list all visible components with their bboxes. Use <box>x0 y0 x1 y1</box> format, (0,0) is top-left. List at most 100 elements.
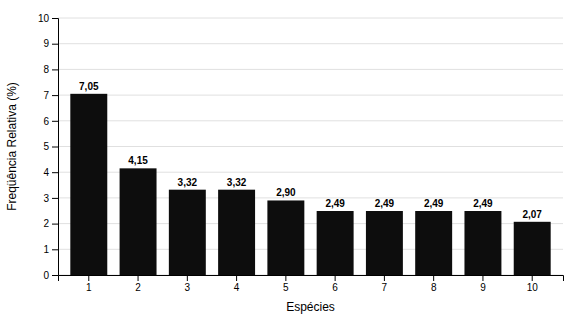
grid-line <box>58 43 563 44</box>
x-tick-label: 4 <box>234 282 240 293</box>
y-tick-mark <box>52 121 58 122</box>
bar <box>366 211 403 275</box>
y-tick-mark <box>52 198 58 199</box>
y-tick: 9 <box>43 38 58 49</box>
grid-line <box>58 18 563 19</box>
x-tick: 1 <box>86 275 92 293</box>
grid-line <box>58 95 563 96</box>
x-tick: 2 <box>135 275 141 293</box>
grid <box>58 18 563 275</box>
y-tick-label: 8 <box>43 64 49 75</box>
y-tick-label: 5 <box>43 141 49 152</box>
bar <box>169 190 206 275</box>
bars <box>70 94 550 275</box>
bar <box>415 211 452 275</box>
bar <box>218 190 255 275</box>
y-tick-mark <box>52 224 58 225</box>
x-tick: 4 <box>234 275 240 293</box>
bar <box>267 200 304 275</box>
y-tick: 10 <box>38 13 58 24</box>
y-tick: 4 <box>43 167 58 178</box>
y-tick-label: 0 <box>43 270 49 281</box>
data-label: 2,90 <box>276 187 296 198</box>
y-axis: 0 1 2 3 4 5 6 7 8 9 10 <box>38 13 59 281</box>
x-tick: 7 <box>382 275 388 293</box>
data-label: 2,49 <box>325 198 345 209</box>
y-tick-mark <box>52 69 58 70</box>
x-tick-mark <box>236 275 237 281</box>
y-tick-label: 2 <box>43 218 49 229</box>
x-axis: 1 2 3 4 5 6 7 8 9 10 <box>59 275 564 293</box>
y-axis-line <box>52 19 59 276</box>
y-tick-mark <box>52 44 58 45</box>
y-tick-mark <box>52 147 58 148</box>
y-tick-mark <box>52 249 58 250</box>
x-tick-mark <box>433 275 434 281</box>
x-tick: 6 <box>332 275 338 293</box>
y-tick-mark <box>52 172 58 173</box>
y-tick: 8 <box>43 64 58 75</box>
y-tick-label: 4 <box>43 167 49 178</box>
x-tick: 3 <box>185 275 191 293</box>
data-label: 4,15 <box>128 155 148 166</box>
plot: 1 2 3 4 5 6 7 8 9 10 0 1 2 3 4 5 6 7 8 9 10 7,05 4,15 3,32 3,32 2… <box>38 13 564 293</box>
x-tick-mark <box>335 275 336 281</box>
x-tick-mark <box>187 275 188 281</box>
x-tick-mark <box>88 275 89 281</box>
y-tick: 5 <box>43 141 58 152</box>
bar <box>317 211 354 275</box>
x-tick-label: 8 <box>431 282 437 293</box>
y-tick: 3 <box>43 193 58 204</box>
data-labels: 7,05 4,15 3,32 3,32 2,90 2,49 2,49 2,49 2,49 2,07 <box>79 81 542 220</box>
data-label: 3,32 <box>178 177 198 188</box>
y-tick-mark <box>52 275 58 276</box>
x-tick: 8 <box>431 275 437 293</box>
y-axis-title: Freqüência Relativa (%) <box>5 82 19 211</box>
x-tick-label: 6 <box>332 282 338 293</box>
x-tick-label: 2 <box>135 282 141 293</box>
x-tick-mark <box>482 275 483 281</box>
y-tick-label: 9 <box>43 38 49 49</box>
y-tick-label: 3 <box>43 193 49 204</box>
grid-line <box>58 146 563 147</box>
y-tick: 7 <box>43 90 58 101</box>
y-tick-label: 7 <box>43 90 49 101</box>
y-tick-mark <box>52 18 58 19</box>
y-tick-mark <box>52 95 58 96</box>
x-tick: 9 <box>480 275 486 293</box>
data-label: 2,49 <box>424 198 444 209</box>
y-tick-label: 10 <box>38 13 50 24</box>
y-tick: 2 <box>43 218 58 229</box>
bar <box>70 94 107 275</box>
data-label: 2,07 <box>522 209 542 220</box>
grid-line <box>58 120 563 121</box>
x-tick-label: 10 <box>527 282 539 293</box>
bar <box>120 168 157 275</box>
data-label: 7,05 <box>79 81 99 92</box>
x-axis-title: Espécies <box>286 300 335 314</box>
data-label: 2,49 <box>375 198 395 209</box>
y-tick: 1 <box>43 244 58 255</box>
bar <box>514 222 551 275</box>
x-tick-label: 3 <box>185 282 191 293</box>
data-label: 2,49 <box>473 198 493 209</box>
y-tick: 6 <box>43 116 58 127</box>
data-label: 3,32 <box>227 177 247 188</box>
grid-line <box>58 69 563 70</box>
y-tick-label: 1 <box>43 244 49 255</box>
x-axis-line <box>59 276 564 282</box>
x-tick-label: 7 <box>382 282 388 293</box>
x-tick: 5 <box>283 275 289 293</box>
y-tick-label: 6 <box>43 116 49 127</box>
x-tick: 10 <box>527 275 539 293</box>
bar <box>464 211 501 275</box>
x-tick-mark <box>384 275 385 281</box>
x-tick-label: 5 <box>283 282 289 293</box>
x-tick-mark <box>285 275 286 281</box>
x-tick-label: 9 <box>480 282 486 293</box>
x-tick-label: 1 <box>86 282 92 293</box>
chart: 1 2 3 4 5 6 7 8 9 10 0 1 2 3 4 5 6 7 8 9 10 7,05 4,15 3,32 3,32 2… <box>0 0 579 321</box>
x-tick-mark <box>532 275 533 281</box>
y-tick: 0 <box>43 270 58 281</box>
x-tick-mark <box>138 275 139 281</box>
